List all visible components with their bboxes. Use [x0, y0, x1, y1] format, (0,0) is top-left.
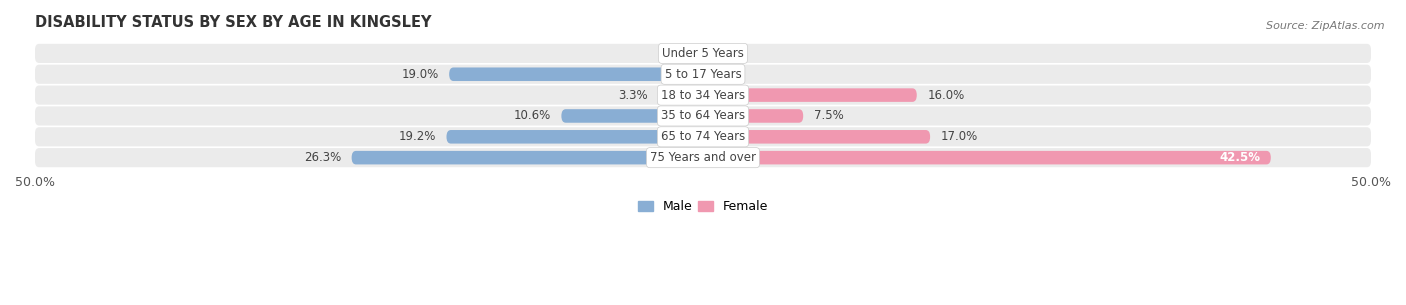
Text: 26.3%: 26.3% [304, 151, 340, 164]
Text: 10.6%: 10.6% [513, 109, 551, 122]
Text: 3.3%: 3.3% [619, 88, 648, 102]
FancyBboxPatch shape [703, 109, 803, 123]
Legend: Male, Female: Male, Female [633, 195, 773, 218]
FancyBboxPatch shape [703, 88, 917, 102]
FancyBboxPatch shape [447, 130, 703, 144]
Text: 18 to 34 Years: 18 to 34 Years [661, 88, 745, 102]
Text: 19.0%: 19.0% [401, 68, 439, 81]
Text: 17.0%: 17.0% [941, 130, 979, 143]
FancyBboxPatch shape [35, 106, 1371, 126]
Text: 0.0%: 0.0% [714, 68, 744, 81]
FancyBboxPatch shape [659, 88, 703, 102]
Text: 19.2%: 19.2% [398, 130, 436, 143]
Text: 0.0%: 0.0% [662, 47, 692, 60]
FancyBboxPatch shape [35, 148, 1371, 167]
FancyBboxPatch shape [449, 67, 703, 81]
FancyBboxPatch shape [35, 65, 1371, 84]
Text: 7.5%: 7.5% [814, 109, 844, 122]
FancyBboxPatch shape [561, 109, 703, 123]
Text: 65 to 74 Years: 65 to 74 Years [661, 130, 745, 143]
FancyBboxPatch shape [703, 130, 931, 144]
Text: 16.0%: 16.0% [928, 88, 965, 102]
Text: 35 to 64 Years: 35 to 64 Years [661, 109, 745, 122]
Text: 75 Years and over: 75 Years and over [650, 151, 756, 164]
Text: Source: ZipAtlas.com: Source: ZipAtlas.com [1267, 21, 1385, 31]
Text: 5 to 17 Years: 5 to 17 Years [665, 68, 741, 81]
Text: DISABILITY STATUS BY SEX BY AGE IN KINGSLEY: DISABILITY STATUS BY SEX BY AGE IN KINGS… [35, 15, 432, 30]
Text: 42.5%: 42.5% [1219, 151, 1260, 164]
FancyBboxPatch shape [35, 127, 1371, 146]
Text: Under 5 Years: Under 5 Years [662, 47, 744, 60]
FancyBboxPatch shape [35, 44, 1371, 63]
Text: 0.0%: 0.0% [714, 47, 744, 60]
FancyBboxPatch shape [352, 151, 703, 164]
FancyBboxPatch shape [703, 151, 1271, 164]
FancyBboxPatch shape [35, 85, 1371, 105]
